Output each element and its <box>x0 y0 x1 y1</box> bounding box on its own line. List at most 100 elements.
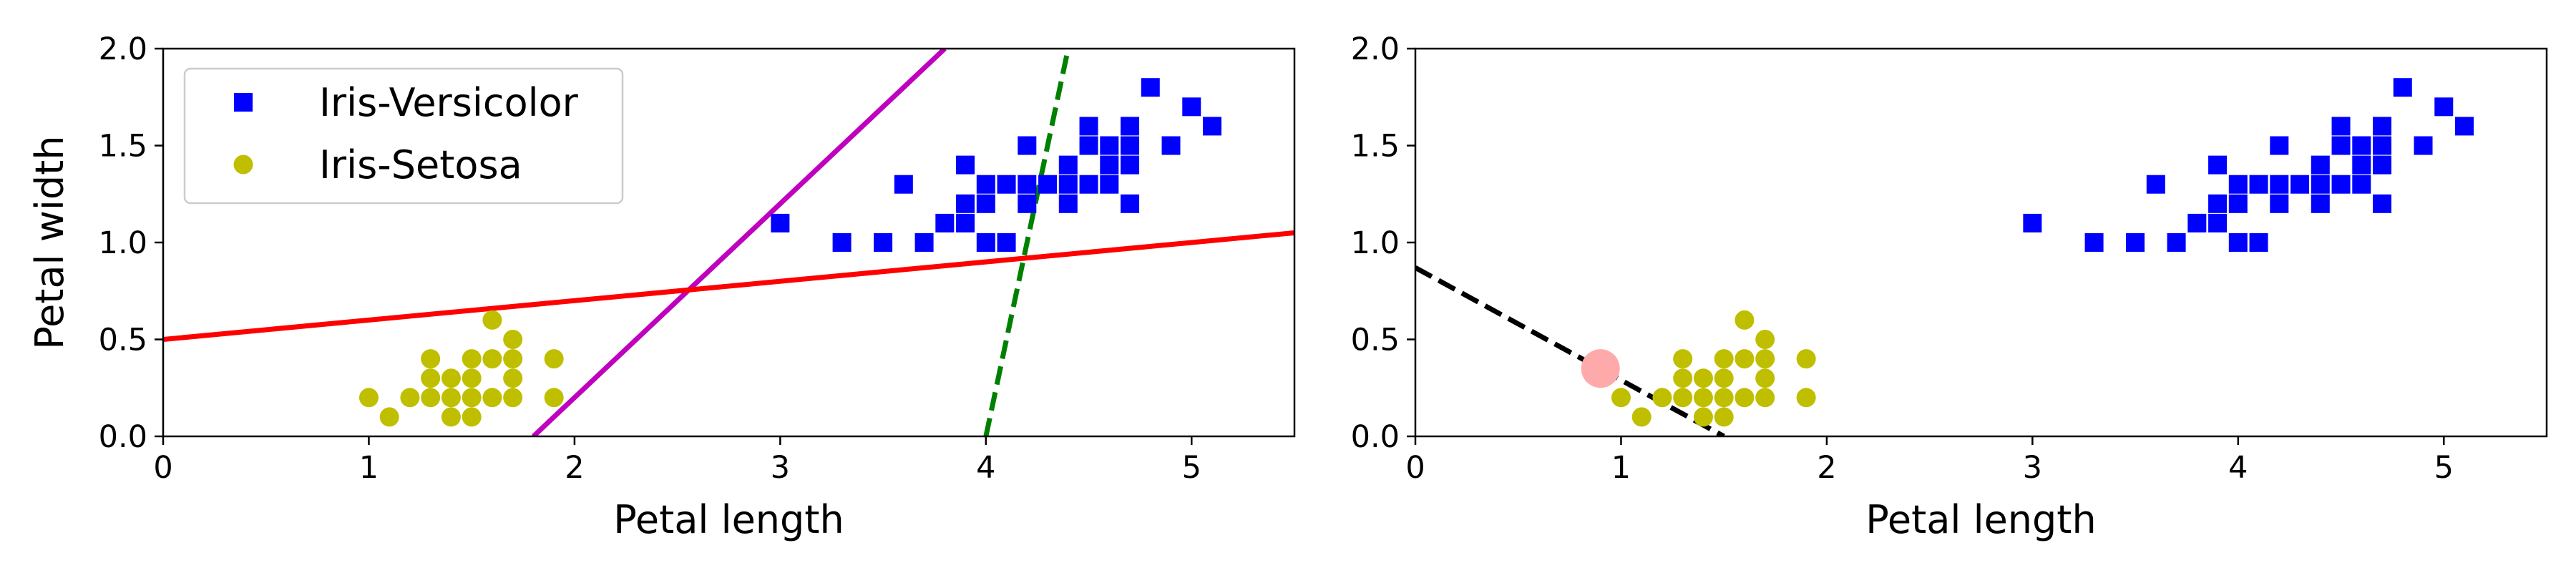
y-tick-label: 1.0 <box>99 225 147 261</box>
decision-boundary-line <box>1415 265 1725 436</box>
versicolor-point <box>2167 233 2186 252</box>
setosa-point <box>462 368 482 388</box>
versicolor-point <box>956 213 975 232</box>
versicolor-point <box>1182 97 1201 117</box>
setosa-point <box>462 407 482 427</box>
setosa-point <box>1714 368 1734 388</box>
right-plot: 0 1 2 3 4 5 0.0 0.5 1.0 1.5 2.0 Petal length <box>1351 31 2548 542</box>
y-tick-label: 0.0 <box>99 419 147 455</box>
x-tick-label: 1 <box>359 450 379 486</box>
versicolor-point <box>2331 117 2351 136</box>
setosa-point <box>503 349 523 369</box>
setosa-point <box>1631 407 1652 427</box>
versicolor-point <box>2270 194 2289 213</box>
setosa-point <box>400 388 420 408</box>
versicolor-point <box>1079 117 1098 136</box>
versicolor-point <box>2290 175 2310 194</box>
setosa-point <box>1735 388 1755 408</box>
setosa-point <box>1755 330 1775 349</box>
decision-boundary-line <box>983 49 1071 436</box>
setosa-point <box>482 349 502 369</box>
versicolor-point <box>2414 136 2433 155</box>
versicolor-point <box>2228 194 2248 213</box>
highlighted-point <box>1581 349 1620 388</box>
x-tick-label: 5 <box>1182 450 1201 486</box>
versicolor-point <box>2146 175 2165 194</box>
setosa-point <box>1652 388 1672 408</box>
decision-boundary-line <box>532 49 947 436</box>
plot-area <box>163 49 1294 436</box>
legend: Iris-Versicolor Iris-Setosa <box>183 67 624 205</box>
versicolor-point <box>771 213 790 232</box>
setosa-point <box>1714 388 1734 408</box>
x-tick-label: 1 <box>1611 450 1631 486</box>
plot-area <box>1415 78 2474 436</box>
legend-label: Iris-Versicolor <box>319 80 579 125</box>
setosa-point <box>462 349 482 369</box>
left-plot: 0 1 2 3 4 5 0.0 0.5 1.0 1.5 2.0 Petal length Petal w… <box>27 31 1296 542</box>
versicolor-point <box>2352 175 2371 194</box>
versicolor-point <box>997 175 1016 194</box>
versicolor-point <box>894 175 913 194</box>
versicolor-point <box>2393 78 2412 97</box>
setosa-point <box>1735 349 1755 369</box>
versicolor-point <box>914 233 934 252</box>
versicolor-point <box>2331 175 2351 194</box>
setosa-point <box>1796 388 1816 408</box>
y-tick-label: 2.0 <box>1351 31 1400 67</box>
versicolor-point <box>2270 136 2289 155</box>
y-tick-label: 1.5 <box>99 129 147 165</box>
setosa-point <box>1673 368 1693 388</box>
versicolor-point <box>2208 155 2228 175</box>
setosa-point <box>1755 349 1775 369</box>
versicolor-point <box>1058 155 1078 175</box>
setosa-point <box>441 368 461 388</box>
versicolor-point <box>1100 175 1119 194</box>
setosa-point <box>503 368 523 388</box>
versicolor-point <box>997 233 1016 252</box>
versicolor-point <box>2455 117 2474 136</box>
setosa-point <box>503 388 523 408</box>
setosa-point <box>441 407 461 427</box>
setosa-point <box>1673 388 1693 408</box>
versicolor-point <box>2249 233 2268 252</box>
x-tick-label: 4 <box>2228 450 2248 486</box>
versicolor-point <box>1018 136 1037 155</box>
versicolor-point <box>2311 155 2330 175</box>
legend-label: Iris-Setosa <box>319 142 522 187</box>
versicolor-point <box>2373 117 2392 136</box>
setosa-point <box>1714 349 1734 369</box>
y-tick-label: 0.5 <box>99 323 147 358</box>
versicolor-point <box>1058 175 1078 194</box>
versicolor-point <box>2373 194 2392 213</box>
versicolor-point <box>2352 136 2371 155</box>
x-tick-label: 0 <box>1405 450 1425 486</box>
versicolor-point <box>2208 194 2228 213</box>
y-tick-label: 0.0 <box>1351 419 1400 455</box>
setosa-point <box>421 368 441 388</box>
versicolor-point <box>832 233 852 252</box>
versicolor-point <box>956 155 975 175</box>
legend-circle-icon <box>233 155 253 175</box>
versicolor-point <box>1203 117 1222 136</box>
x-tick-label: 0 <box>153 450 172 486</box>
y-tick-label: 1.0 <box>1351 225 1400 261</box>
decision-boundary-line <box>163 230 1294 342</box>
legend-box <box>183 67 624 205</box>
versicolor-point <box>1038 175 1058 194</box>
versicolor-point <box>956 194 975 213</box>
y-tick-label: 0.5 <box>1351 323 1400 358</box>
versicolor-point <box>2084 233 2104 252</box>
setosa-point <box>482 310 502 330</box>
setosa-point <box>1673 349 1693 369</box>
versicolor-point <box>976 194 995 213</box>
setosa-point <box>1693 388 1713 408</box>
versicolor-point <box>2187 213 2207 232</box>
versicolor-point <box>2373 136 2392 155</box>
setosa-point <box>1693 368 1713 388</box>
versicolor-point <box>1100 155 1119 175</box>
versicolor-point <box>976 233 995 252</box>
versicolor-point <box>1121 194 1140 213</box>
